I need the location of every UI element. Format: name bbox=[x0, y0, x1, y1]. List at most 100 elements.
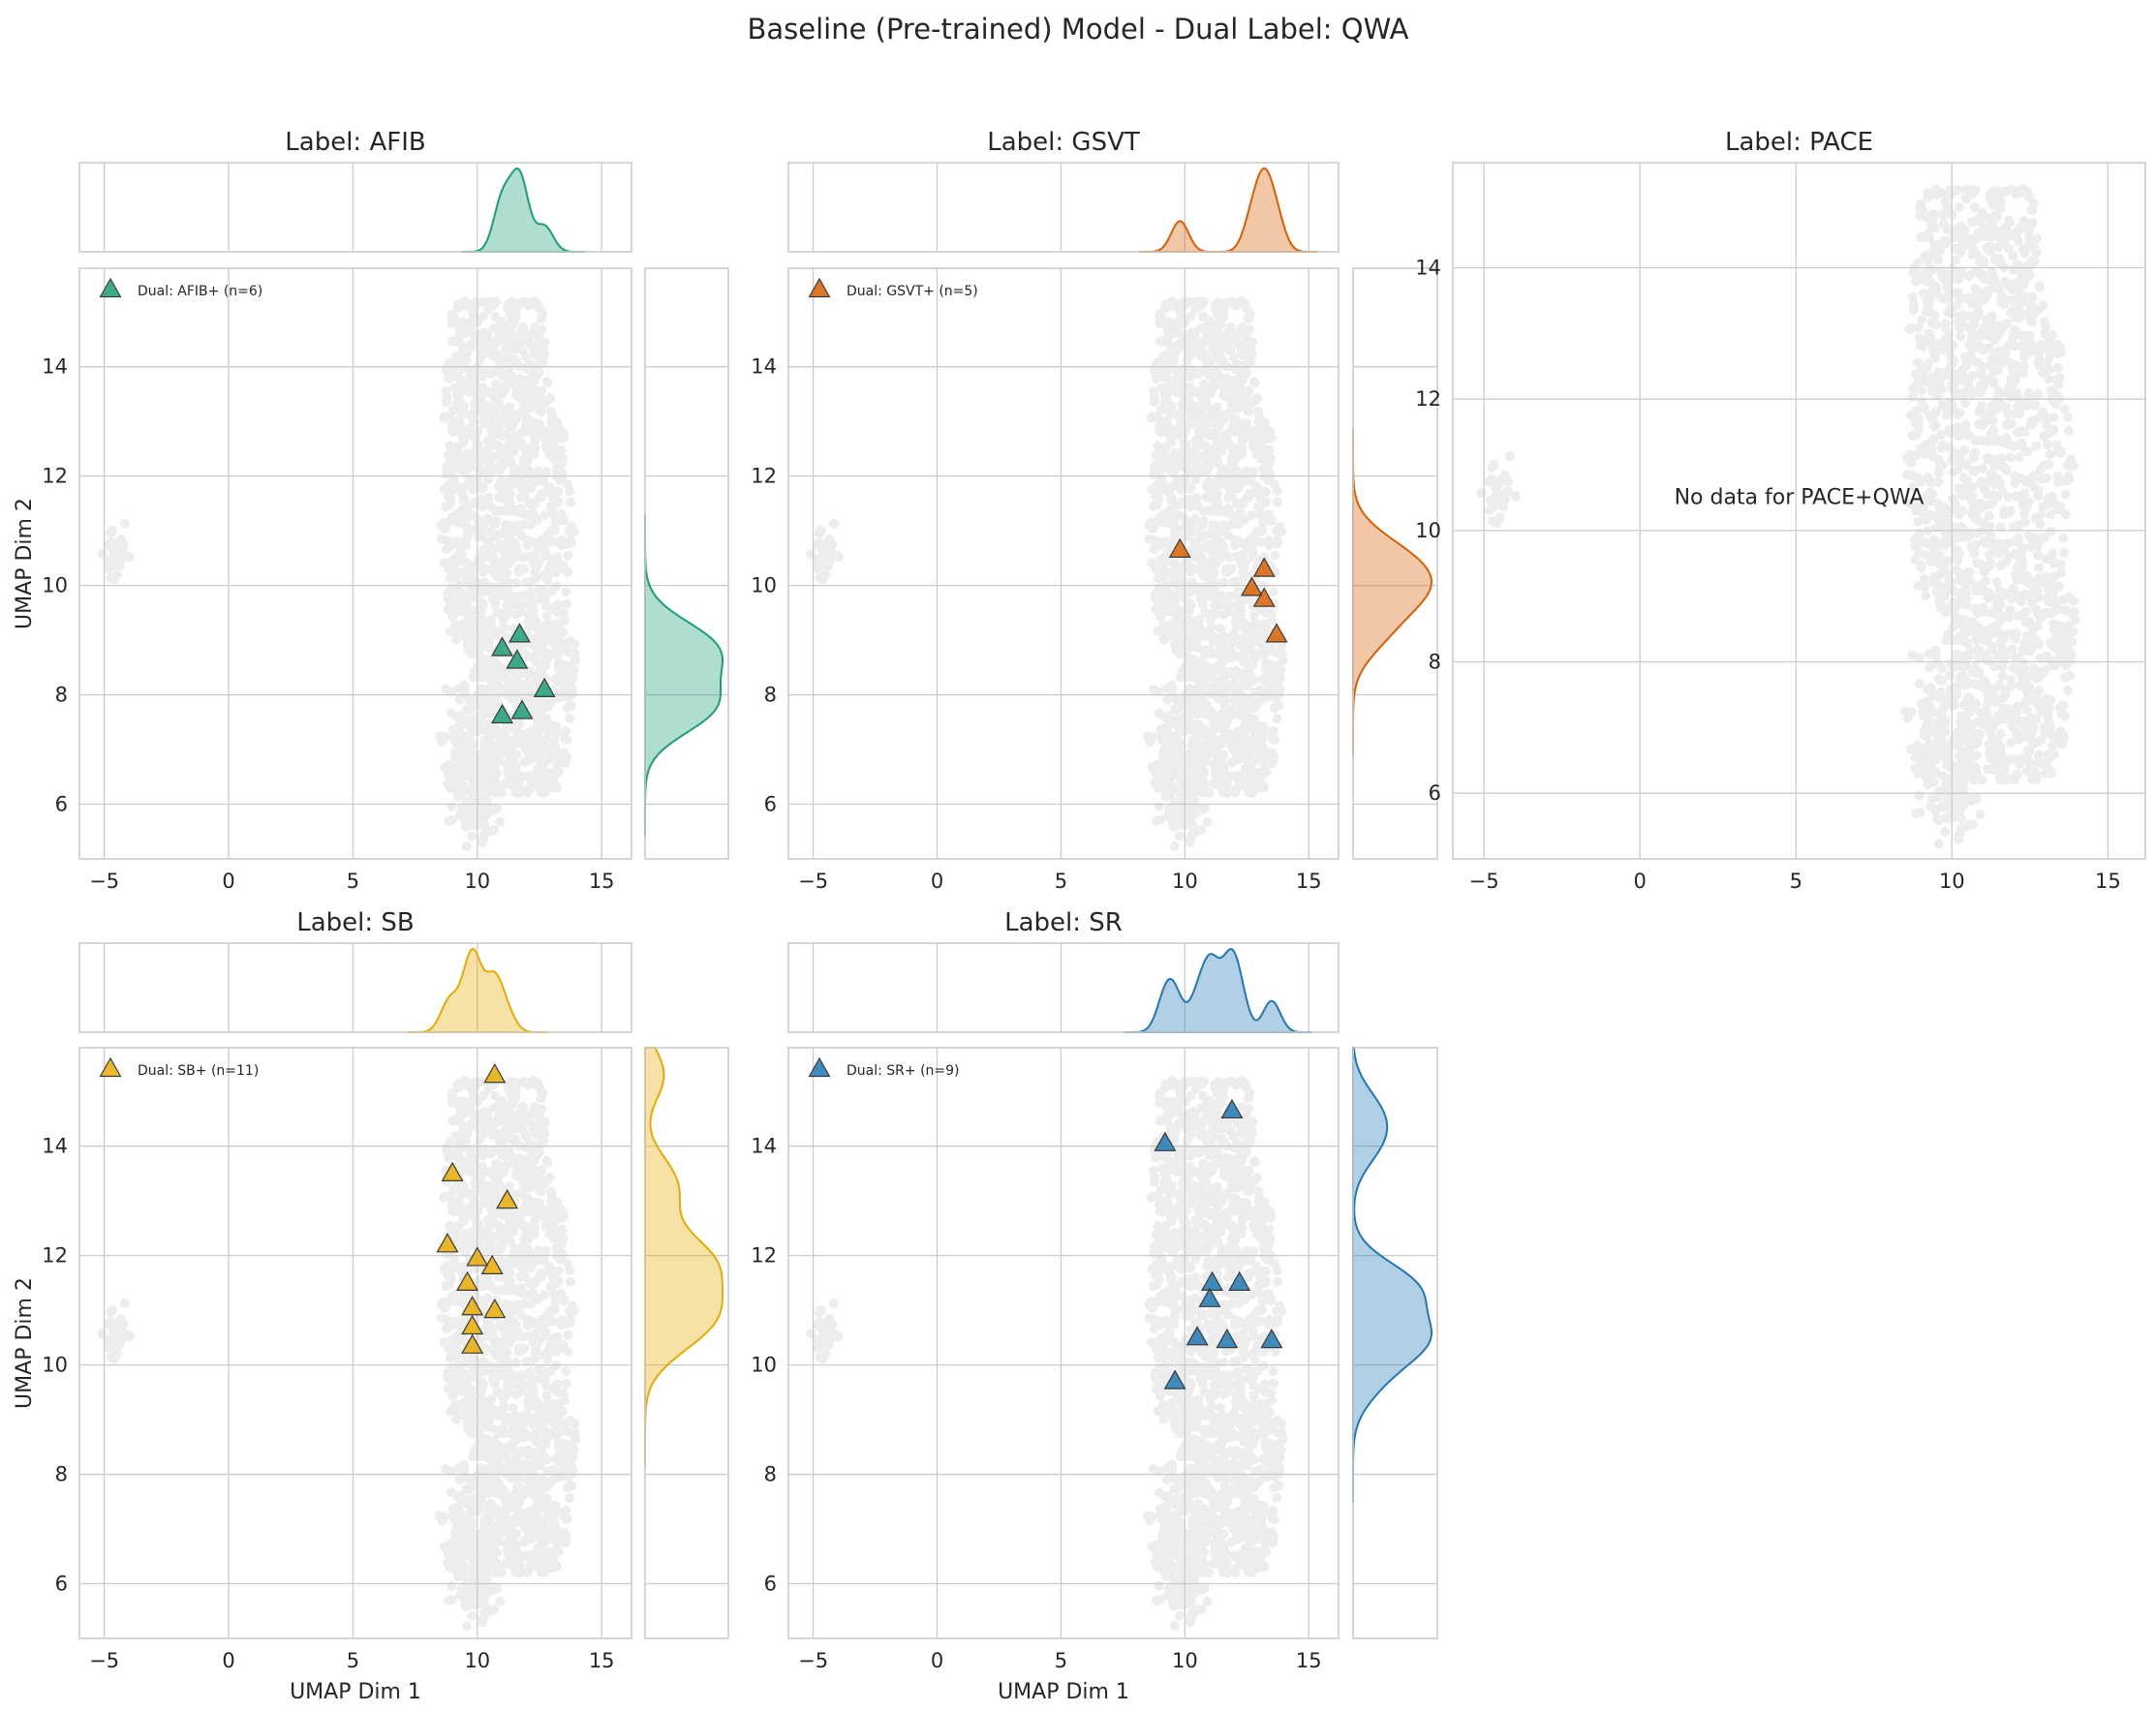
background-point bbox=[522, 413, 533, 424]
background-point bbox=[1201, 687, 1212, 697]
background-point bbox=[1184, 750, 1194, 761]
background-point bbox=[1169, 841, 1180, 851]
background-point bbox=[492, 336, 503, 347]
background-point bbox=[444, 588, 454, 598]
background-points bbox=[806, 295, 1288, 851]
background-point bbox=[461, 567, 472, 578]
background-point bbox=[451, 600, 462, 611]
background-point bbox=[461, 841, 472, 851]
background-point bbox=[2026, 728, 2037, 739]
x-tick-label: 10 bbox=[464, 870, 490, 893]
background-point bbox=[1261, 677, 1272, 688]
background-point bbox=[1993, 321, 2004, 331]
background-point bbox=[481, 795, 492, 806]
background-point bbox=[514, 331, 525, 342]
background-point bbox=[527, 553, 538, 564]
background-point bbox=[504, 745, 514, 755]
background-point bbox=[522, 599, 533, 610]
background-point bbox=[2033, 550, 2044, 561]
background-point bbox=[1272, 714, 1282, 724]
background-point bbox=[472, 716, 482, 726]
background-point bbox=[446, 495, 456, 505]
background-point bbox=[1926, 248, 1937, 259]
background-point bbox=[1169, 798, 1180, 809]
background-point bbox=[561, 725, 571, 736]
background-point bbox=[1922, 473, 1932, 483]
background-point bbox=[447, 708, 457, 718]
background-point bbox=[467, 820, 477, 831]
background-point bbox=[553, 657, 564, 668]
background-point bbox=[1993, 390, 2004, 401]
background-point bbox=[513, 566, 524, 577]
background-point bbox=[440, 412, 450, 422]
background-point bbox=[498, 329, 508, 340]
background-point bbox=[2015, 452, 2025, 463]
background-point bbox=[493, 401, 504, 412]
background-point bbox=[1922, 526, 1932, 536]
background-point bbox=[441, 518, 451, 529]
background-point bbox=[471, 713, 481, 723]
background-point bbox=[524, 297, 535, 308]
background-point bbox=[542, 653, 553, 663]
background-point bbox=[1177, 447, 1187, 458]
background-point bbox=[493, 332, 504, 343]
background-point bbox=[491, 365, 502, 376]
background-point bbox=[470, 399, 480, 410]
background-point bbox=[483, 709, 494, 719]
background-point bbox=[549, 454, 560, 465]
background-point bbox=[453, 300, 464, 311]
background-point bbox=[2012, 227, 2022, 237]
background-point bbox=[445, 627, 455, 637]
background-point bbox=[488, 552, 499, 563]
background-point bbox=[541, 702, 552, 713]
background-point bbox=[509, 464, 520, 474]
background-point bbox=[448, 446, 459, 457]
background-point bbox=[1238, 649, 1248, 659]
background-points bbox=[97, 295, 581, 851]
background-point bbox=[458, 401, 469, 412]
background-point bbox=[523, 695, 534, 706]
background-point bbox=[459, 378, 470, 388]
background-point bbox=[1221, 779, 1232, 789]
y-tick-label: 10 bbox=[751, 574, 777, 597]
background-point bbox=[496, 367, 507, 378]
background-point bbox=[557, 688, 568, 698]
background-point bbox=[1196, 418, 1207, 429]
background-point bbox=[447, 774, 458, 784]
background-point bbox=[492, 803, 503, 813]
background-point bbox=[1237, 385, 1247, 396]
background-point bbox=[453, 416, 464, 427]
background-point bbox=[524, 477, 535, 488]
background-point bbox=[538, 787, 548, 798]
background-point bbox=[1158, 634, 1169, 645]
background-point bbox=[1149, 365, 1159, 376]
background-point bbox=[501, 411, 511, 421]
background-point bbox=[485, 732, 496, 743]
background-point bbox=[530, 622, 540, 632]
background-point bbox=[570, 655, 581, 665]
background-point bbox=[529, 448, 539, 459]
background-point bbox=[1190, 804, 1201, 814]
background-point bbox=[1239, 475, 1249, 486]
background-point bbox=[1950, 545, 1960, 556]
background-point bbox=[1214, 433, 1224, 443]
background-point bbox=[455, 422, 466, 433]
background-point bbox=[1947, 264, 1957, 275]
background-point bbox=[1248, 428, 1259, 439]
background-point bbox=[539, 510, 550, 521]
background-point bbox=[1983, 693, 1993, 704]
background-point bbox=[1164, 363, 1175, 374]
background-point bbox=[2034, 343, 2045, 353]
background-point bbox=[2024, 259, 2035, 269]
background-point bbox=[1938, 440, 1949, 450]
background-point bbox=[473, 758, 483, 769]
background-point bbox=[460, 631, 471, 642]
background-point bbox=[1218, 737, 1229, 748]
background-point bbox=[1169, 704, 1180, 715]
background-point bbox=[1992, 365, 2003, 376]
background-point bbox=[490, 427, 501, 438]
background-point bbox=[538, 344, 548, 354]
background-point bbox=[508, 775, 518, 785]
background-point bbox=[557, 433, 568, 443]
background-point bbox=[1244, 314, 1254, 324]
